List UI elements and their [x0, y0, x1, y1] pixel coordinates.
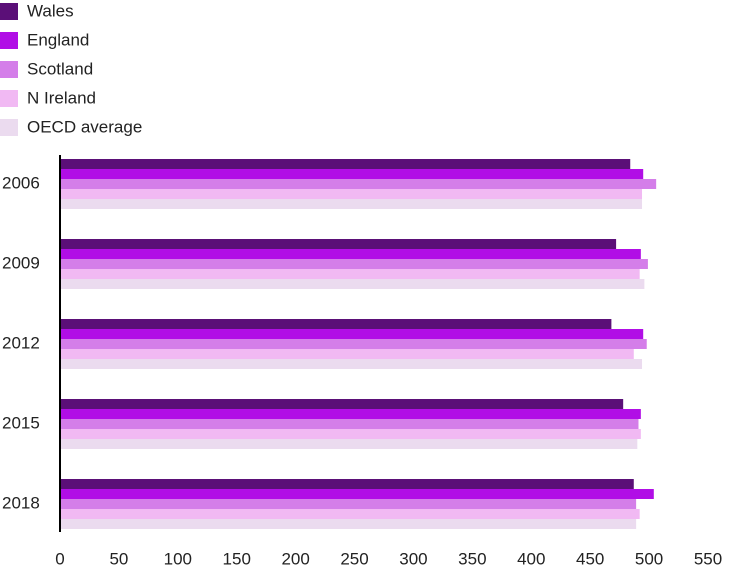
bar	[60, 419, 639, 429]
legend-label: N Ireland	[27, 88, 96, 107]
bar	[60, 519, 637, 529]
legend-label: OECD average	[27, 117, 142, 136]
x-tick-label: 150	[223, 549, 251, 568]
bar	[60, 269, 640, 279]
bar	[60, 489, 654, 499]
legend-swatch	[0, 32, 18, 49]
x-tick-label: 400	[517, 549, 545, 568]
bar	[60, 179, 657, 189]
legend-label: England	[27, 30, 89, 49]
x-tick-label: 250	[340, 549, 368, 568]
x-tick-label: 500	[635, 549, 663, 568]
bar	[60, 509, 640, 519]
x-tick-label: 550	[694, 549, 722, 568]
bar	[60, 499, 637, 509]
bar	[60, 429, 641, 439]
bar	[60, 439, 638, 449]
x-tick-label: 200	[281, 549, 309, 568]
bar	[60, 409, 641, 419]
bar	[60, 359, 643, 369]
legend-swatch	[0, 61, 18, 78]
bar	[60, 329, 644, 339]
bar	[60, 349, 634, 359]
bar	[60, 239, 617, 249]
x-tick-label: 300	[399, 549, 427, 568]
y-tick-label: 2015	[2, 413, 40, 432]
bar	[60, 399, 624, 409]
bar	[60, 279, 645, 289]
bar	[60, 339, 647, 349]
x-tick-label: 100	[164, 549, 192, 568]
y-tick-label: 2006	[2, 173, 40, 192]
bar	[60, 159, 631, 169]
legend-swatch	[0, 90, 18, 107]
bar	[60, 189, 643, 199]
bar	[60, 199, 643, 209]
bar	[60, 249, 641, 259]
legend-label: Wales	[27, 1, 74, 20]
bar	[60, 169, 644, 179]
bar	[60, 479, 634, 489]
x-tick-label: 450	[576, 549, 604, 568]
x-tick-label: 350	[458, 549, 486, 568]
y-tick-label: 2018	[2, 493, 40, 512]
bar	[60, 319, 612, 329]
bar	[60, 259, 648, 269]
x-tick-label: 50	[109, 549, 128, 568]
y-tick-label: 2009	[2, 253, 40, 272]
legend-swatch	[0, 119, 18, 136]
y-tick-label: 2012	[2, 333, 40, 352]
legend-label: Scotland	[27, 59, 93, 78]
x-tick-label: 0	[55, 549, 64, 568]
legend-swatch	[0, 3, 18, 20]
